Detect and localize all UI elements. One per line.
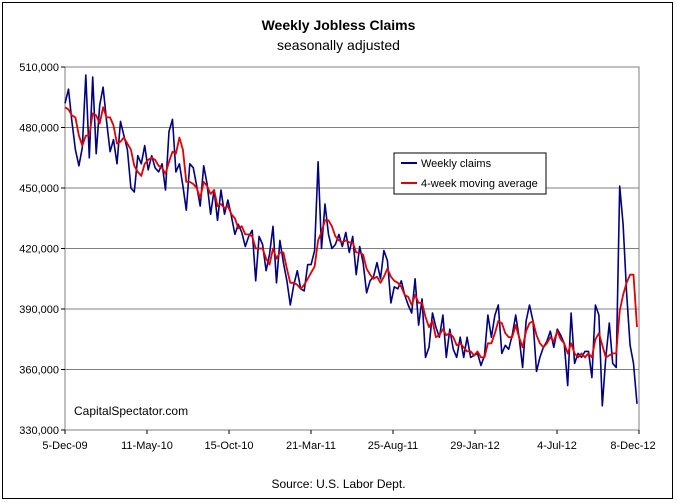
series-line-weekly-claims xyxy=(64,74,638,407)
series-line-moving-average xyxy=(64,106,638,359)
legend-label-weekly-claims: Weekly claims xyxy=(421,158,492,170)
y-tick-label: 330,000 xyxy=(19,425,59,437)
y-tick-label: 480,000 xyxy=(19,123,59,135)
source-note: Source: U.S. Labor Dept. xyxy=(271,477,406,491)
chart-title: Weekly Jobless Claims xyxy=(261,17,416,33)
y-tick-label: 390,000 xyxy=(19,304,59,316)
x-tick-label: 25-Aug-11 xyxy=(368,440,419,452)
x-tick-label: 21-Mar-11 xyxy=(286,440,336,452)
y-tick-label: 510,000 xyxy=(19,62,59,74)
series-layer xyxy=(64,74,638,407)
x-tick-label: 5-Dec-09 xyxy=(42,440,87,452)
x-tick-label: 8-Dec-12 xyxy=(610,440,655,452)
x-tick-label: 4-Jul-12 xyxy=(537,440,577,452)
axes: 330,000 360,000 390,000 420,000 450,000 480,0… xyxy=(19,62,655,452)
x-tick-label: 29-Jan-12 xyxy=(450,440,500,452)
chart-frame xyxy=(2,2,673,499)
x-tick-label: 11-May-10 xyxy=(121,440,173,452)
legend-box xyxy=(393,152,547,195)
legend: Weekly claims 4-week moving average xyxy=(393,152,547,195)
legend-label-moving-average: 4-week moving average xyxy=(421,178,538,190)
y-tick-label: 360,000 xyxy=(19,365,59,377)
y-tick-label: 420,000 xyxy=(19,244,59,256)
y-tick-label: 450,000 xyxy=(19,183,59,195)
x-tick-label: 15-Oct-10 xyxy=(205,440,254,452)
gridlines xyxy=(65,127,639,370)
chart-subtitle: seasonally adjusted xyxy=(277,37,400,53)
watermark: CapitalSpectator.com xyxy=(74,404,188,418)
